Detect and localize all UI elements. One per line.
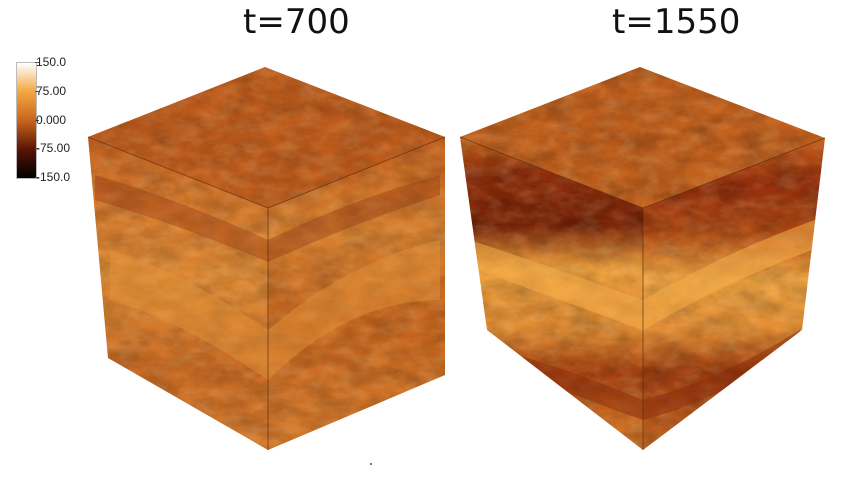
colorbar-tick-label: 75.00 <box>36 84 67 98</box>
colorbar-tick-label: 150.0 <box>36 55 67 69</box>
colorbar-tickmark <box>35 62 39 63</box>
colorbar-tick-label: -75.00 <box>36 141 71 155</box>
cube-left <box>87 67 446 450</box>
colorbar-tickmark <box>35 177 39 178</box>
colorbar-tick-label: 0.000 <box>36 113 67 127</box>
panel-title-right: t=1550 <box>612 2 741 42</box>
cube-right <box>459 67 826 450</box>
colorbar-tickmark <box>35 120 39 121</box>
colorbar-tickmark <box>35 91 39 92</box>
stray-dot <box>370 463 372 465</box>
panel-title-left: t=700 <box>243 2 350 42</box>
colorbar-tick-label: -150.0 <box>36 170 71 184</box>
colorbar-tickmark <box>35 148 39 149</box>
